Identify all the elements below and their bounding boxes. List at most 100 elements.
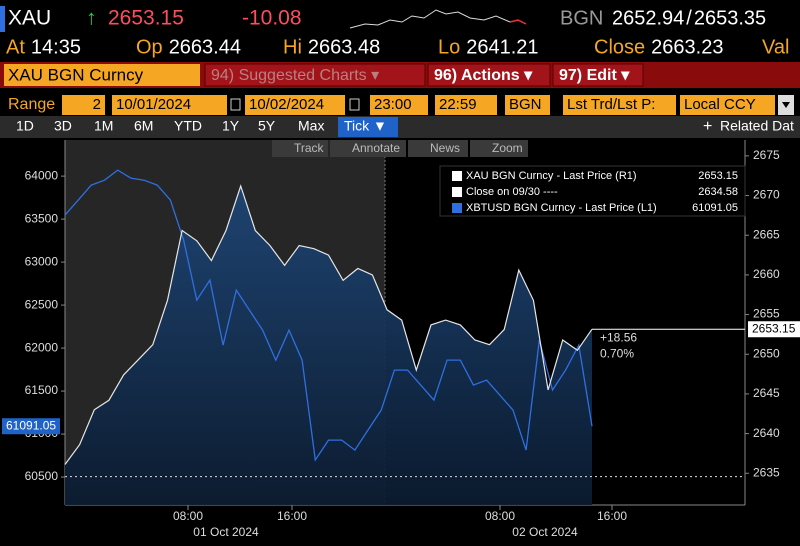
y2-tick-label: 2665 bbox=[753, 227, 780, 241]
legend-value: 2653.15 bbox=[698, 170, 738, 182]
range-value: Lst Trd/Lst P: bbox=[567, 96, 655, 113]
legend-name: Close on 09/30 ---- bbox=[466, 186, 558, 198]
quote-value: 2663.23 bbox=[651, 36, 723, 58]
ticker: XAU bbox=[8, 7, 51, 30]
y2-tick-label: 2675 bbox=[753, 148, 780, 162]
menu-label: 94) Suggested Charts ▾ bbox=[211, 67, 379, 84]
chart-tool[interactable] bbox=[272, 140, 328, 157]
sparkline bbox=[349, 9, 511, 29]
menu-button[interactable] bbox=[427, 63, 551, 87]
period: 1M bbox=[94, 118, 113, 134]
chart-tool[interactable] bbox=[330, 140, 406, 157]
y-tick-label: 62000 bbox=[25, 340, 59, 354]
range-field[interactable] bbox=[435, 95, 497, 115]
range-field[interactable] bbox=[505, 95, 550, 115]
btc-price-callout: 61091.05 bbox=[6, 418, 56, 432]
range-value: 2 bbox=[93, 96, 101, 113]
legend-swatch[interactable] bbox=[452, 187, 462, 197]
related-plus: Related Dat bbox=[720, 118, 794, 134]
period: YTD bbox=[174, 118, 202, 134]
y-tick-label: 61500 bbox=[25, 383, 59, 397]
change-label: +18.56 bbox=[600, 330, 637, 344]
security-box[interactable] bbox=[4, 64, 200, 86]
legend-swatch[interactable] bbox=[452, 171, 462, 181]
menu-label: 97) Edit ▾ bbox=[559, 67, 630, 84]
x-tick-label: 16:00 bbox=[277, 509, 307, 523]
period: 3D bbox=[54, 118, 72, 134]
date-label: 01 Oct 2024 bbox=[193, 525, 259, 539]
dropdown-arrow bbox=[782, 102, 790, 108]
y2-tick-label: 2660 bbox=[753, 267, 780, 281]
quote-value: 2663.44 bbox=[169, 36, 241, 58]
range-value: 10/01/2024 bbox=[116, 96, 191, 113]
legend-name: XAU BGN Curncy - Last Price (R1) bbox=[466, 170, 637, 182]
range-field[interactable] bbox=[62, 95, 105, 115]
menu-button[interactable] bbox=[552, 63, 644, 87]
sep: / bbox=[686, 7, 692, 29]
period-active[interactable] bbox=[338, 117, 398, 137]
range-value: 23:00 bbox=[374, 96, 412, 113]
y-tick-label: 64000 bbox=[25, 168, 59, 182]
y2-tick-label: 2650 bbox=[753, 346, 780, 360]
btc-line bbox=[64, 169, 593, 462]
last-price-callout: 2653.15 bbox=[752, 321, 796, 335]
change: -10.08 bbox=[242, 7, 302, 30]
last-price: 2653.15 bbox=[108, 7, 184, 30]
chart-tool-label: Zoom bbox=[492, 141, 523, 155]
menu-label: 96) Actions ▾ bbox=[434, 67, 533, 84]
legend-swatch[interactable] bbox=[452, 203, 462, 213]
sparkline-tail bbox=[509, 19, 527, 25]
range-value: 10/02/2024 bbox=[249, 96, 324, 113]
x-tick-label: 08:00 bbox=[485, 509, 515, 523]
bid: 2652.94 bbox=[612, 7, 684, 29]
range-value: 22:59 bbox=[439, 96, 477, 113]
chart-tool[interactable] bbox=[408, 140, 468, 157]
period: 5Y bbox=[258, 118, 276, 134]
range-field[interactable] bbox=[112, 95, 227, 115]
quote-label: Hi bbox=[283, 36, 302, 58]
range-field[interactable] bbox=[245, 95, 345, 115]
y2-tick-label: 2645 bbox=[753, 386, 780, 400]
price-area bbox=[65, 186, 592, 505]
last-price-box bbox=[748, 321, 800, 338]
period: 6M bbox=[134, 118, 153, 134]
chart-tool-label: Track bbox=[294, 141, 325, 155]
period: Tick ▼ bbox=[344, 118, 387, 134]
range-label: Range bbox=[8, 96, 55, 113]
y2-tick-label: 2670 bbox=[753, 188, 780, 202]
range-field[interactable] bbox=[370, 95, 428, 115]
range-field[interactable] bbox=[563, 95, 676, 115]
btc-price-box bbox=[2, 418, 60, 435]
period-bar bbox=[0, 116, 800, 138]
period: 1D bbox=[16, 118, 34, 134]
y2-tick-label: 2640 bbox=[753, 426, 780, 440]
calendar-icon[interactable] bbox=[349, 98, 360, 111]
gold-line bbox=[64, 184, 593, 465]
quote-label: Close bbox=[594, 36, 645, 58]
change-pct: 0.70% bbox=[600, 346, 634, 360]
legend-box bbox=[439, 165, 746, 217]
y-tick-label: 62500 bbox=[25, 297, 59, 311]
arrow: ↑ bbox=[86, 7, 97, 30]
y2-tick-label: 2655 bbox=[753, 307, 780, 321]
source: BGN bbox=[560, 7, 603, 29]
menu-button[interactable] bbox=[204, 63, 426, 87]
ask: 2653.35 bbox=[694, 7, 766, 29]
security: XAU BGN Curncy bbox=[8, 65, 144, 84]
y-tick-label: 63500 bbox=[25, 211, 59, 225]
x-tick-label: 08:00 bbox=[173, 509, 203, 523]
quote-label: At bbox=[6, 36, 25, 58]
range-value: BGN bbox=[509, 96, 542, 113]
y2-tick-label: 2635 bbox=[753, 465, 780, 479]
calendar-icon[interactable] bbox=[230, 98, 241, 111]
chart-tool[interactable] bbox=[470, 140, 528, 157]
period: 1Y bbox=[222, 118, 240, 134]
date-label: 02 Oct 2024 bbox=[512, 525, 578, 539]
y-tick-label: 60500 bbox=[25, 469, 59, 483]
chart-tool-label: Annotate bbox=[352, 141, 400, 155]
legend-value: 61091.05 bbox=[692, 202, 738, 214]
ticker-marker bbox=[0, 6, 5, 32]
range-field[interactable] bbox=[680, 95, 775, 115]
quote-value: 2663.48 bbox=[308, 36, 380, 58]
